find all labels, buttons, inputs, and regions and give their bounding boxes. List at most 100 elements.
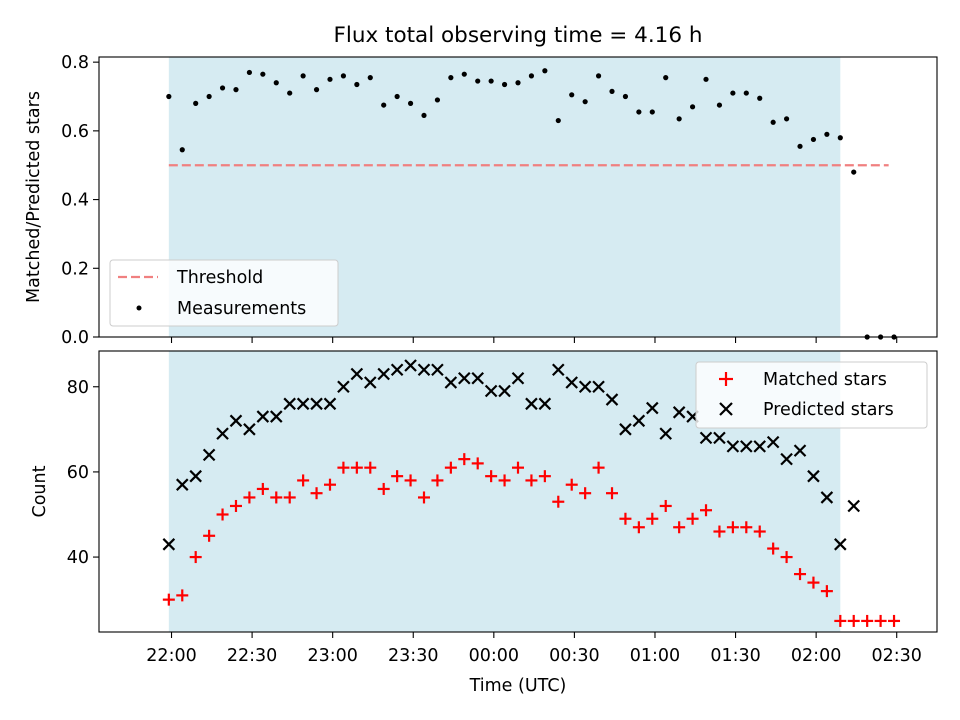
count-panel: 40 60 80 22:00 22:30 23:00 23:30 00:00 00:30 01:… (30, 350, 938, 696)
matched-star-marker (229, 499, 242, 512)
ratio-y-tick-label: 0.0 (61, 328, 89, 348)
count-y-tick-label: 40 (67, 548, 89, 568)
count-y-tick-label: 80 (67, 378, 89, 398)
matched-star-marker (256, 482, 269, 495)
ratio-y-tick-label: 0.2 (61, 259, 89, 279)
measurement-point (260, 71, 266, 77)
measurement-point (663, 75, 669, 81)
matched-star-marker (565, 478, 578, 491)
matched-star-marker (189, 551, 202, 564)
measurement-point (394, 93, 400, 100)
measurement-point (555, 117, 561, 124)
predicted-star-marker (847, 499, 861, 513)
measurement-point (515, 80, 521, 86)
count-y-axis: 40 60 80 (67, 378, 99, 568)
predicted-star-marker (484, 384, 498, 398)
matched-star-marker (834, 614, 847, 627)
ratio-panel: 0.00.20.40.60.8 Matched/Predicted stars … (24, 53, 938, 348)
matched-star-marker (243, 491, 256, 504)
predicted-star-marker (766, 435, 780, 449)
ratio-y-axis-label: Matched/Predicted stars (24, 91, 44, 303)
predicted-star-marker (377, 367, 390, 381)
measurement-point (582, 99, 588, 105)
measurement-point (528, 73, 535, 79)
count-x-axis: 22:00 22:30 23:00 23:30 00:00 00:30 01:00 01:30… (146, 632, 922, 666)
matched-star-marker (659, 499, 672, 512)
predicted-star-marker (458, 371, 471, 385)
predicted-star-marker (525, 397, 538, 411)
matched-star-marker (350, 461, 363, 474)
measurement-point (649, 109, 655, 115)
predicted-star-marker (363, 376, 377, 389)
legend-threshold-label: Threshold (176, 268, 263, 288)
matched-star-marker (203, 529, 216, 542)
legend-measurements-label: Measurements (177, 299, 306, 319)
matched-star-marker (700, 504, 713, 517)
legend-measurements-swatch (136, 305, 142, 311)
matched-star-marker (162, 593, 175, 606)
matched-star-marker (176, 589, 189, 602)
matched-star-marker (444, 461, 457, 474)
count-legend: Matched stars Predicted stars (695, 361, 928, 429)
measurement-point (461, 71, 467, 77)
matched-star-marker (847, 614, 860, 627)
measurement-point (716, 102, 723, 108)
measurement-point (166, 93, 172, 100)
matched-star-marker (552, 495, 565, 508)
ratio-axes-frame (98, 56, 938, 338)
predicted-star-marker (444, 376, 458, 389)
x-tick-label: 22:00 (146, 646, 196, 666)
matched-star-marker (713, 525, 726, 538)
measurement-point (636, 109, 642, 115)
x-tick-label: 22:30 (227, 646, 277, 666)
legend-predicted-swatch (719, 402, 733, 416)
ratio-y-tick-label: 0.6 (61, 122, 89, 142)
predicted-star-marker (243, 423, 256, 436)
measurement-point (689, 104, 696, 110)
matched-star-marker (673, 521, 686, 534)
matched-star-marker (538, 470, 551, 483)
matched-star-marker (377, 482, 390, 495)
x-tick-label: 00:00 (469, 646, 519, 666)
matched-star-marker (820, 585, 833, 598)
x-tick-label: 02:00 (791, 646, 841, 666)
predicted-star-marker (390, 363, 404, 377)
predicted-star-marker (619, 423, 632, 436)
measurement-point (824, 131, 830, 137)
matched-star-marker (270, 491, 283, 504)
measurement-point (206, 93, 212, 100)
predicted-star-marker (807, 469, 820, 483)
matched-star-marker (471, 457, 484, 470)
matched-star-marker (606, 487, 619, 500)
ratio-measurements (166, 68, 897, 340)
predicted-star-marker (820, 491, 834, 504)
measurement-point (501, 81, 508, 88)
measurement-point (797, 143, 803, 149)
matched-star-marker (364, 461, 377, 474)
predicted-star-marker (296, 397, 310, 411)
ratio-legend-box (109, 259, 339, 327)
measurement-point (246, 69, 253, 76)
predicted-star-marker (538, 397, 552, 411)
measurement-point (810, 136, 817, 143)
predicted-star-marker (229, 414, 243, 428)
legend-predicted-label: Predicted stars (763, 400, 894, 420)
measurement-point (475, 78, 481, 84)
matched-star-marker (632, 521, 645, 534)
x-tick-label: 23:30 (388, 646, 438, 666)
ratio-y-axis: 0.0 0.2 0.4 0.6 0.8 (61, 53, 99, 348)
measurement-point (179, 147, 185, 153)
measurement-point (770, 119, 776, 125)
predicted-star-marker (699, 431, 713, 445)
measurement-point (448, 75, 454, 81)
measurement-point (676, 116, 682, 122)
measurement-point (542, 68, 548, 74)
measurement-point (757, 95, 763, 101)
matched-star-marker (310, 487, 323, 500)
measurement-point (421, 112, 427, 119)
measurement-point (233, 87, 239, 93)
matched-star-marker (404, 474, 417, 487)
predicted-stars-series (162, 359, 861, 551)
predicted-star-marker (605, 393, 619, 406)
matched-star-marker (283, 491, 296, 504)
